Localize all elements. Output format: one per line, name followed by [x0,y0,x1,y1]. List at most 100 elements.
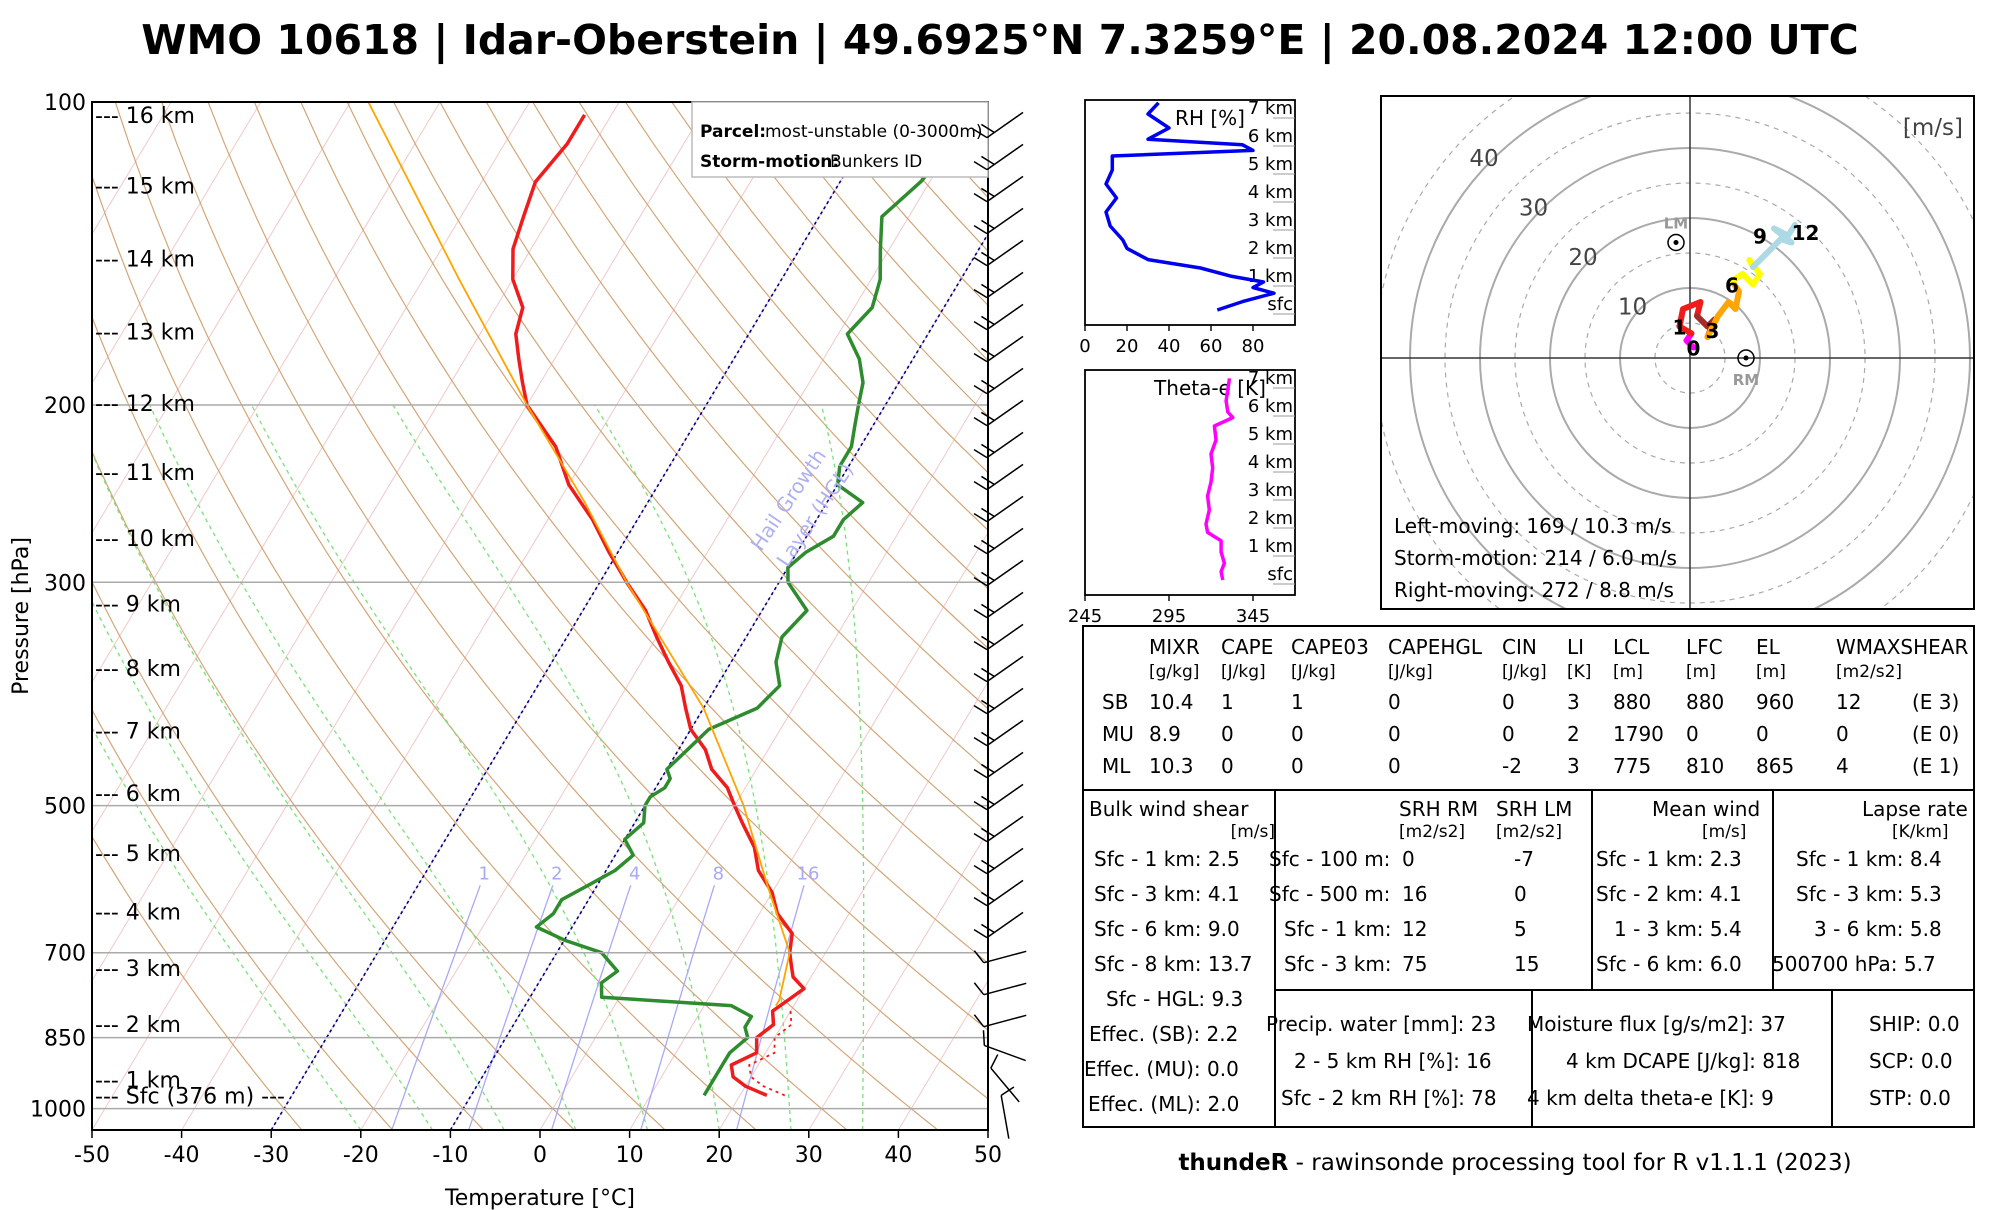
dry-adiabat [997,102,1061,1130]
wind-barb-staff [986,623,1024,651]
pressure-tick-label: 200 [44,394,86,419]
wind-barb [973,847,1024,875]
wind-barb-shape [973,335,1024,363]
legend-parcel-value: most-unstable (0-3000m) [765,122,983,142]
hodo-unit-label: [m/s] [1903,115,1963,141]
hodo-info: Right-moving: 272 / 8.8 m/s [1394,578,1674,602]
profile-tick-label: 60 [1200,336,1223,357]
table-unit: [m2/s2] [1836,662,1903,682]
mixing-ratio-line [468,885,554,1130]
wind-barb-feather [973,224,988,235]
temp-tick-label: 50 [974,1143,1002,1168]
flux-value: 4 km DCAPE [J/kg]: 818 [1566,1049,1801,1073]
wind-barb-shape [973,687,1024,715]
table-cell: 0 [1388,722,1401,746]
wind-barb [973,495,1024,523]
profile-line [1104,101,1276,312]
srh-rm-value: 12 [1402,917,1428,941]
profile-tick-label: 295 [1152,606,1186,627]
lapse-rate-title: Lapse rate [1862,797,1968,821]
bulk-shear-value: Effec. (ML): 2.0 [1088,1092,1240,1116]
table-cell: 0 [1502,690,1515,714]
table-unit: [g/kg] [1149,662,1200,682]
wind-barb [1000,1086,1015,1139]
wind-barb-staff [984,1044,1026,1062]
srh-rm-value: 75 [1402,952,1428,976]
wind-barb-staff [990,1067,1020,1103]
wind-barb-shape [973,495,1024,523]
table-header: CAPE03 [1291,635,1369,659]
footer-text: - rawinsonde processing tool for R v1.1.… [1288,1150,1852,1176]
wind-barb-shape [973,847,1024,875]
isotherm [92,102,262,385]
pressure-tick-label: 700 [44,942,86,967]
dry-adiabat [532,102,988,649]
indices-table: MIXR CAPE CAPE03 CAPEHGL CIN LI LCL LFC EL WMAXSH… [1082,625,1975,1128]
srh-label: Sfc - 1 km: [1284,917,1392,941]
wind-barb-staff [986,111,1024,139]
wind-barb-feather [981,123,995,134]
profile-tick-label: 40 [1158,336,1181,357]
wind-barb [982,1030,1026,1062]
wind-barb-staff [986,303,1024,331]
wind-barb-feather [973,160,988,171]
table-cell: 10.3 [1149,754,1194,778]
isotherm [808,830,988,1130]
wind-barb-shape [973,950,1027,964]
wind-barb-feather [1000,1086,1015,1096]
wind-barb-staff [986,751,1024,779]
wind-barb-feather [973,384,988,395]
isotherm [539,382,988,1130]
temp-tick-label: 10 [616,1143,644,1168]
table-cell: 1790 [1613,722,1664,746]
dry-adiabat [114,102,848,1130]
wind-barb [973,911,1024,939]
hodo-area: 10 20 30 40 [1382,97,1973,608]
moisture-value: Precip. water [mm]: 23 [1266,1012,1497,1036]
wind-barb-staff [986,335,1024,363]
wind-barb-shape [973,175,1024,203]
table-header: MIXR [1149,635,1200,659]
flux-value: 4 km delta theta-e [K]: 9 [1527,1086,1774,1110]
height-label: --- 8 km [95,657,181,682]
wind-barb [973,655,1024,683]
table-row-label: MU [1102,722,1134,746]
legend-box [691,101,989,178]
dry-adiabat [578,102,988,590]
table-cell: 0 [1291,754,1304,778]
wind-barb [973,143,1024,171]
height-label: --- 3 km [95,957,181,982]
wind-barb [973,950,1027,964]
wind-barb-feather [973,640,988,651]
wind-barb [973,1014,1027,1028]
profile-title: Theta-e [K] [1153,376,1266,400]
table-cell: 0 [1388,754,1401,778]
table-header: LI [1567,635,1585,659]
height-label: --- 5 km [95,842,181,867]
height-label: --- 6 km [95,782,181,807]
hodo-ring-label: 20 [1568,245,1597,271]
wind-barb-staff [986,815,1024,843]
hodo-segment [1704,278,1742,340]
legend-storm-value: Bunkers ID [830,152,922,172]
isotherm [897,979,988,1130]
pressure-tick-label: 1000 [30,1098,86,1123]
height-label: --- 12 km [95,392,195,417]
wind-barb-staff [983,1014,1027,1028]
wind-barb-feather [981,635,995,646]
profile-height-label: 1 km [1248,536,1293,557]
wind-barb-shape [973,143,1024,171]
lapse-rate-value: 500700 hPa: 5.7 [1772,952,1936,976]
bulk-shear-unit: [m/s] [1230,822,1275,842]
legend-parcel-label: Parcel: [700,122,766,142]
wind-barb-feather [981,251,995,262]
dry-adiabat [717,102,988,417]
wind-barb-feather [973,128,988,139]
isotherm [360,102,979,1130]
wind-barb-feather [973,1014,985,1028]
table-unit: [m] [1756,662,1786,682]
srh-label: Sfc - 3 km: [1284,952,1392,976]
storm-motion-marker-dot [1743,355,1749,361]
wind-barb-shape [973,367,1024,395]
wind-barb-feather [973,416,988,427]
